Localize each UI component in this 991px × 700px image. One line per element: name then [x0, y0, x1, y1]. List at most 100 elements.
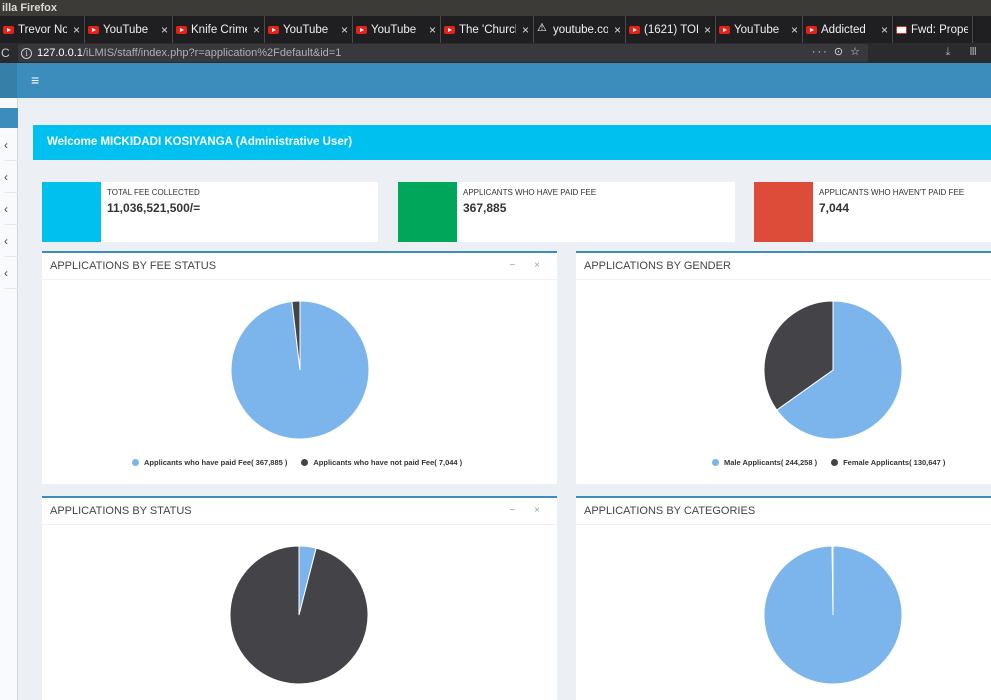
browser-tab[interactable]: Knife Crime ×: [173, 16, 265, 43]
pie-slice[interactable]: [776, 300, 903, 440]
box-title: APPLICATIONS BY CATEGORIES: [584, 505, 756, 517]
pie-slice[interactable]: [831, 545, 834, 616]
info-box-swatch: [754, 182, 813, 242]
app-header: ≡: [0, 63, 991, 98]
browser-tab[interactable]: YouTube ×: [85, 16, 173, 43]
info-box-unpaid-fee: APPLICANTS WHO HAVEN'T PAID FEE 7,044: [754, 182, 991, 242]
url-host: 127.0.0.1: [37, 47, 83, 59]
menu-toggle-icon[interactable]: ≡: [31, 72, 40, 88]
box-title: APPLICATIONS BY STATUS: [50, 505, 192, 517]
legend-item[interactable]: Applicants who have paid Fee( 367,885 ): [132, 458, 287, 467]
legend-label: Applicants who have paid Fee( 367,885 ): [144, 458, 288, 467]
youtube-icon: [356, 25, 367, 34]
box-status: APPLICATIONS BY STATUS − ×: [42, 496, 557, 700]
close-tab-icon[interactable]: ×: [428, 22, 436, 37]
window-title: illa Firefox: [0, 0, 991, 16]
browser-tab-label: Trevor Noal: [18, 23, 67, 36]
sidebar: ‹ ‹ ‹ ‹ ‹: [0, 98, 18, 700]
box-tools-icons[interactable]: − ×: [509, 260, 548, 271]
close-tab-icon[interactable]: ×: [613, 22, 621, 37]
browser-tab[interactable]: youtube.co ×: [534, 16, 626, 43]
close-tab-icon[interactable]: ×: [72, 22, 80, 37]
browser-tab[interactable]: YouTube ×: [353, 16, 441, 43]
legend-dot-icon: [712, 459, 719, 466]
youtube-icon: [806, 25, 817, 34]
browser-tab-label: The 'Church: [459, 23, 516, 36]
sidebar-chevron-icon[interactable]: ‹: [4, 194, 18, 225]
info-box-value: 367,885: [463, 201, 507, 215]
legend-dot-icon: [301, 459, 309, 466]
browser-tab[interactable]: Addicted ×: [803, 16, 893, 43]
browser-tab-label: YouTube: [371, 23, 417, 36]
browser-tab-label: YouTube: [283, 23, 329, 36]
browser-tab-label: Fwd: Prope: [911, 23, 968, 36]
legend-label: Female Applicants( 130,647 ): [843, 458, 946, 467]
navigation-bar: C i 127.0.0.1/iLMIS/staff/index.php?r=ap…: [0, 43, 991, 63]
browser-tab[interactable]: YouTube ×: [716, 16, 803, 43]
info-box-value: 7,044: [819, 201, 850, 215]
logo-area: [0, 63, 17, 98]
browser-tab[interactable]: YouTube ×: [265, 16, 353, 43]
pie-slice[interactable]: [763, 300, 834, 411]
info-box-total-fee: TOTAL FEE COLLECTED 11,036,521,500/=: [42, 182, 378, 242]
legend-item[interactable]: Male Applicants( 244,258 ): [712, 458, 817, 467]
url-path: /iLMIS/staff/index.php?r=application%2Fd…: [82, 47, 342, 59]
box-tools-icons[interactable]: − ×: [509, 505, 548, 516]
box-fee-status: APPLICATIONS BY FEE STATUS − × Applicant…: [42, 251, 557, 484]
youtube-icon: [444, 25, 455, 34]
box-header: APPLICATIONS BY GENDER: [576, 253, 991, 280]
close-tab-icon[interactable]: ×: [160, 22, 168, 37]
url-bar[interactable]: i 127.0.0.1/iLMIS/staff/index.php?r=appl…: [18, 44, 868, 62]
close-tab-icon[interactable]: ×: [252, 22, 260, 37]
browser-tab-label: YouTube: [734, 23, 780, 36]
browser-tab[interactable]: Fwd: Prope: [893, 16, 973, 43]
close-tab-icon[interactable]: ×: [521, 22, 529, 37]
page-actions-icons[interactable]: ··· ⊙ ☆: [811, 46, 862, 58]
info-box-label: TOTAL FEE COLLECTED: [107, 188, 200, 197]
sidebar-active-item[interactable]: [0, 108, 18, 128]
sidebar-chevron-icon[interactable]: ‹: [4, 226, 18, 257]
info-box-value: 11,036,521,500/=: [107, 201, 201, 215]
browser-tab-label: Addicted: [821, 23, 866, 36]
pie-slice[interactable]: [291, 300, 301, 371]
box-categories: APPLICATIONS BY CATEGORIES: [576, 496, 991, 700]
legend-dot-icon: [831, 459, 839, 466]
info-box-label: APPLICANTS WHO HAVEN'T PAID FEE: [819, 188, 965, 197]
info-box-label: APPLICANTS WHO HAVE PAID FEE: [463, 188, 597, 197]
browser-tab[interactable]: The 'Church ×: [441, 16, 534, 43]
close-tab-icon[interactable]: ×: [340, 22, 348, 37]
pie-chart-categories: [763, 545, 903, 685]
close-tab-icon[interactable]: ×: [790, 22, 798, 37]
box-title: APPLICATIONS BY FEE STATUS: [50, 260, 217, 272]
chart-legend: Applicants who have paid Fee( 367,885 ) A…: [132, 458, 476, 467]
pie-chart-gender: [763, 300, 903, 440]
pie-slice[interactable]: [229, 545, 369, 685]
site-info-icon[interactable]: i: [21, 47, 32, 59]
youtube-icon: [268, 25, 279, 34]
sidebar-chevron-icon[interactable]: ‹: [4, 130, 18, 161]
legend-item[interactable]: Female Applicants( 130,647 ): [831, 458, 945, 467]
info-box-swatch: [398, 182, 457, 242]
legend-label: Male Applicants( 244,258 ): [724, 458, 818, 467]
browser-tab-label: Knife Crime: [191, 23, 247, 36]
close-tab-icon[interactable]: ×: [703, 22, 711, 37]
sidebar-chevron-icon[interactable]: ‹: [4, 162, 18, 193]
youtube-icon: [88, 25, 99, 34]
warning-icon: [537, 21, 549, 35]
legend-dot-icon: [132, 459, 139, 466]
pie-chart-fee-status: [230, 300, 370, 440]
browser-tab-label: youtube.co: [553, 23, 608, 36]
browser-tab[interactable]: (1621) TOP ×: [626, 16, 716, 43]
sidebar-chevron-icon[interactable]: ‹: [4, 258, 18, 289]
youtube-icon: [176, 25, 187, 34]
browser-tab[interactable]: Trevor Noal ×: [0, 16, 85, 43]
toolbar-icons[interactable]: ⤓ Ⅲ: [945, 46, 985, 58]
legend-item[interactable]: Applicants who have not paid Fee( 7,044 …: [301, 458, 462, 467]
browser-tab-label: YouTube: [103, 23, 149, 36]
box-header: APPLICATIONS BY FEE STATUS − ×: [42, 253, 557, 280]
close-tab-icon[interactable]: ×: [880, 22, 888, 37]
reload-icon[interactable]: C: [1, 46, 10, 60]
youtube-icon: [629, 25, 640, 34]
box-gender: APPLICATIONS BY GENDER Male Applicants( …: [576, 251, 991, 484]
info-box-paid-fee: APPLICANTS WHO HAVE PAID FEE 367,885: [398, 182, 735, 242]
